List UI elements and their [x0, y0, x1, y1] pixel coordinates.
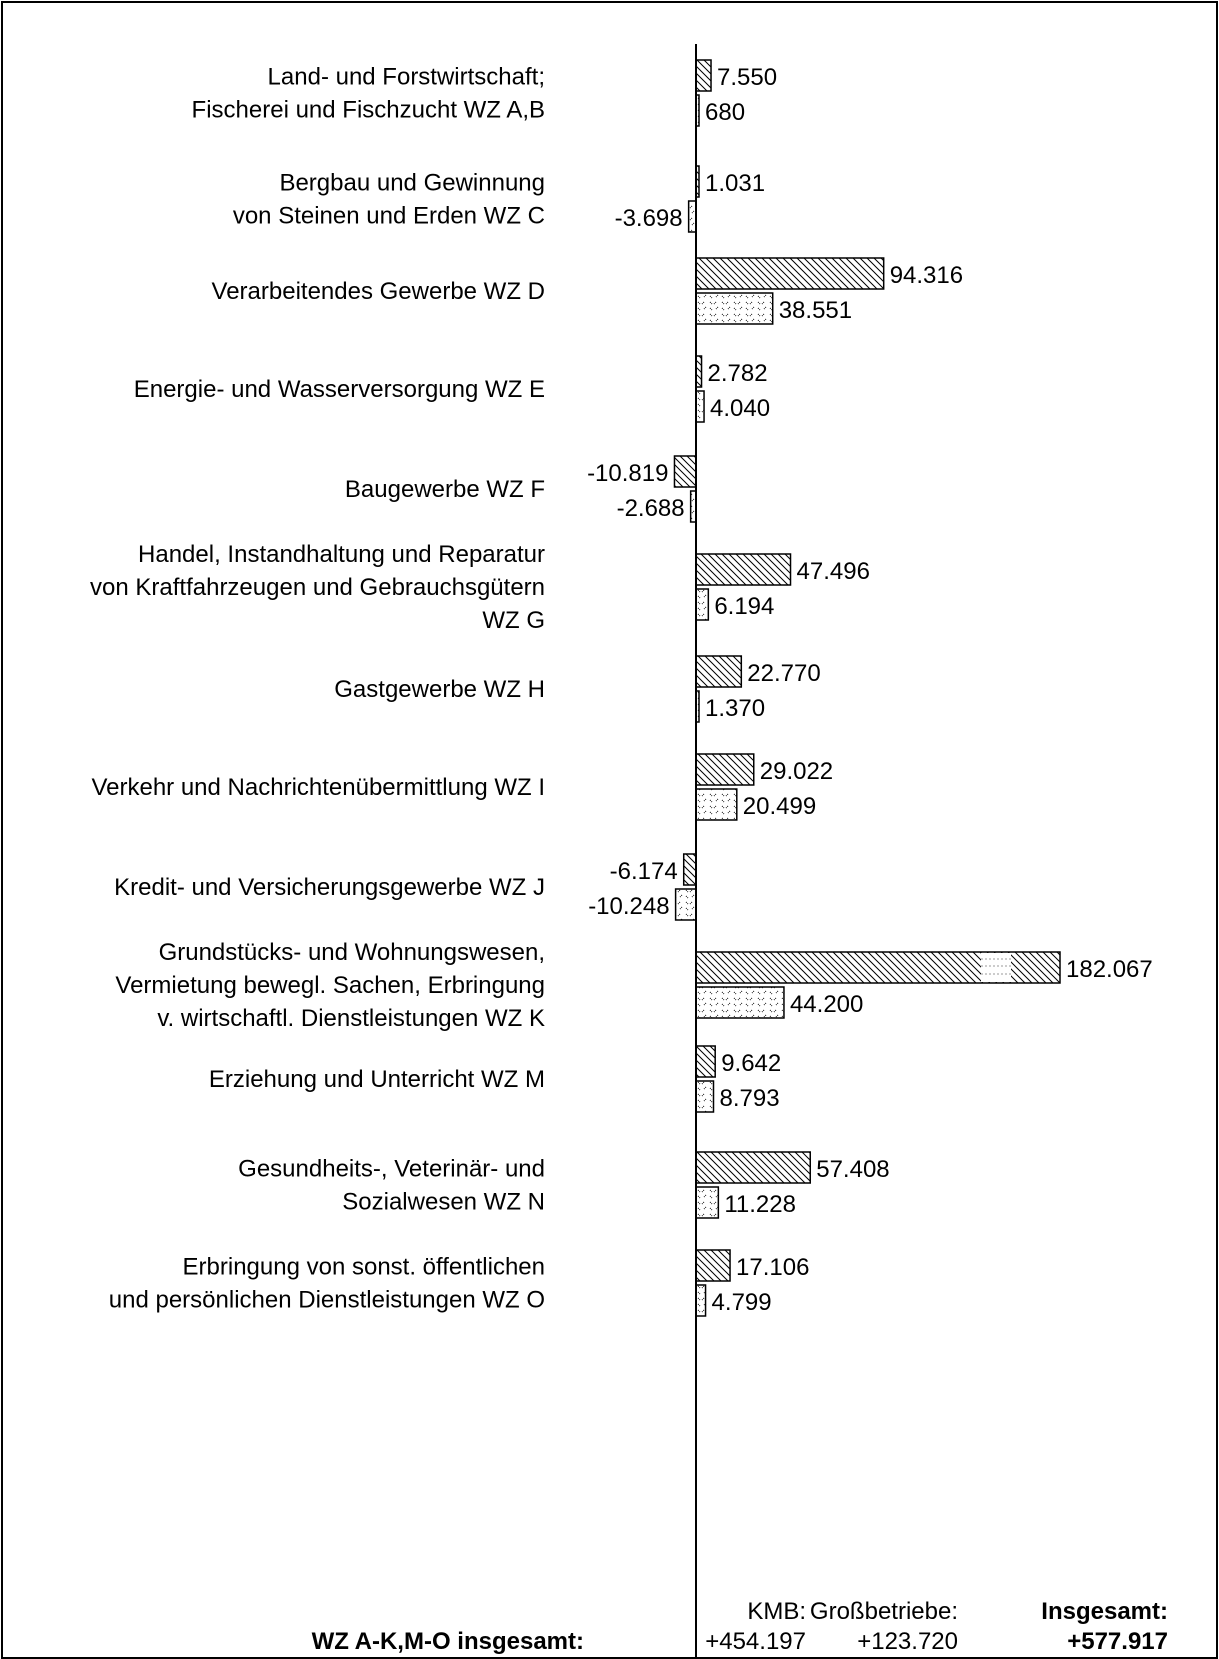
category-label-12-0: Erbringung von sonst. öffentlichen — [183, 1254, 545, 1281]
bar-gross-5 — [695, 588, 710, 621]
bar-kmb-7 — [695, 753, 755, 786]
category-label-0-0: Land- und Forstwirtschaft; — [268, 64, 545, 91]
category-label-9-1: Vermietung bewegl. Sachen, Erbringung — [115, 972, 545, 999]
bar-gross-10 — [695, 1080, 715, 1113]
value-label-kmb-1: 1.031 — [705, 170, 765, 197]
category-label-5-2: WZ G — [482, 607, 545, 634]
value-label-kmb-9: 182.067 — [1066, 956, 1153, 983]
header-total: Insgesamt: — [1041, 1598, 1168, 1625]
axis-break-gap — [981, 953, 1011, 982]
category-label-8-0: Kredit- und Versicherungsgewerbe WZ J — [114, 874, 545, 901]
category-label-5-1: von Kraftfahrzeugen und Gebrauchsgütern — [90, 574, 545, 601]
category-label-12-1: und persönlichen Dienstleistungen WZ O — [109, 1287, 545, 1314]
bar-kmb-4 — [673, 455, 697, 488]
bar-kmb-8 — [682, 853, 697, 886]
value-label-gross-2: 38.551 — [779, 297, 852, 324]
category-label-10-0: Erziehung und Unterricht WZ M — [209, 1066, 545, 1093]
bar-gross-7 — [695, 788, 738, 821]
category-label-2-0: Verarbeitendes Gewerbe WZ D — [212, 278, 545, 305]
category-label-9-0: Grundstücks- und Wohnungswesen, — [159, 939, 545, 966]
summary-main-kmb: +454.197 — [705, 1628, 806, 1655]
value-label-gross-12: 4.799 — [712, 1289, 772, 1316]
value-label-gross-6: 1.370 — [705, 695, 765, 722]
value-label-gross-7: 20.499 — [743, 793, 816, 820]
bar-kmb-6 — [695, 655, 743, 688]
category-label-1-1: von Steinen und Erden WZ C — [233, 203, 545, 230]
category-label-9-2: v. wirtschaftl. Dienstleistungen WZ K — [157, 1005, 545, 1032]
value-label-gross-5: 6.194 — [714, 593, 774, 620]
value-label-gross-9: 44.200 — [790, 991, 863, 1018]
bar-kmb-12 — [695, 1249, 731, 1282]
bar-kmb-2 — [695, 257, 885, 290]
category-label-11-0: Gesundheits-, Veterinär- und — [238, 1156, 545, 1183]
value-label-gross-8: -10.248 — [588, 893, 669, 920]
value-label-kmb-12: 17.106 — [736, 1254, 809, 1281]
bars — [673, 59, 1061, 1317]
header-gross: Großbetriebe: — [809, 1598, 958, 1625]
category-label-7-0: Verkehr und Nachrichtenübermittlung WZ I — [91, 774, 545, 801]
category-label-1-0: Bergbau und Gewinnung — [279, 170, 545, 197]
bar-kmb-10 — [695, 1045, 716, 1078]
bar-gross-11 — [695, 1186, 720, 1219]
value-label-kmb-6: 22.770 — [747, 660, 820, 687]
category-label-6-0: Gastgewerbe WZ H — [334, 676, 545, 703]
category-label-0-1: Fischerei und Fischzucht WZ A,B — [192, 97, 545, 124]
category-labels: Land- und Forstwirtschaft; Fischerei und … — [90, 64, 545, 1314]
value-label-kmb-3: 2.782 — [708, 360, 768, 387]
value-label-gross-3: 4.040 — [710, 395, 770, 422]
bar-gross-3 — [695, 390, 705, 423]
value-label-kmb-7: 29.022 — [760, 758, 833, 785]
value-label-kmb-4: -10.819 — [587, 460, 668, 487]
value-label-gross-10: 8.793 — [719, 1085, 779, 1112]
summary-main-gross: +123.720 — [857, 1628, 958, 1655]
value-label-kmb-5: 47.496 — [797, 558, 870, 585]
value-label-gross-0: 680 — [705, 99, 745, 126]
category-label-5-0: Handel, Instandhaltung und Reparatur — [138, 541, 545, 568]
bar-kmb-11 — [695, 1151, 811, 1184]
bar-kmb-0 — [695, 59, 712, 92]
value-label-gross-4: -2.688 — [617, 495, 685, 522]
value-label-kmb-2: 94.316 — [890, 262, 963, 289]
category-label-4-0: Baugewerbe WZ F — [345, 476, 545, 503]
header-kmb: KMB: — [747, 1598, 806, 1625]
summary-main-label: WZ A-K,M-O insgesamt: — [311, 1628, 584, 1655]
bar-gross-1 — [687, 200, 697, 233]
bar-gross-9 — [695, 986, 785, 1019]
bar-gross-12 — [695, 1284, 707, 1317]
value-label-kmb-11: 57.408 — [816, 1156, 889, 1183]
bar-kmb-5 — [695, 553, 792, 586]
summary-main-total: +577.917 — [1067, 1628, 1168, 1655]
value-label-gross-1: -3.698 — [615, 205, 683, 232]
category-label-3-0: Energie- und Wasserversorgung WZ E — [134, 376, 545, 403]
value-label-kmb-8: -6.174 — [610, 858, 678, 885]
category-label-11-1: Sozialwesen WZ N — [342, 1189, 545, 1216]
value-labels: 7.550 680 1.031 -3.698 94.316 38.551 2.782 4.04… — [587, 64, 1153, 1316]
bar-gross-8 — [674, 888, 697, 921]
bar-gross-2 — [695, 292, 774, 325]
value-label-kmb-10: 9.642 — [721, 1050, 781, 1077]
value-label-gross-11: 11.228 — [724, 1191, 796, 1218]
value-label-kmb-0: 7.550 — [717, 64, 777, 91]
